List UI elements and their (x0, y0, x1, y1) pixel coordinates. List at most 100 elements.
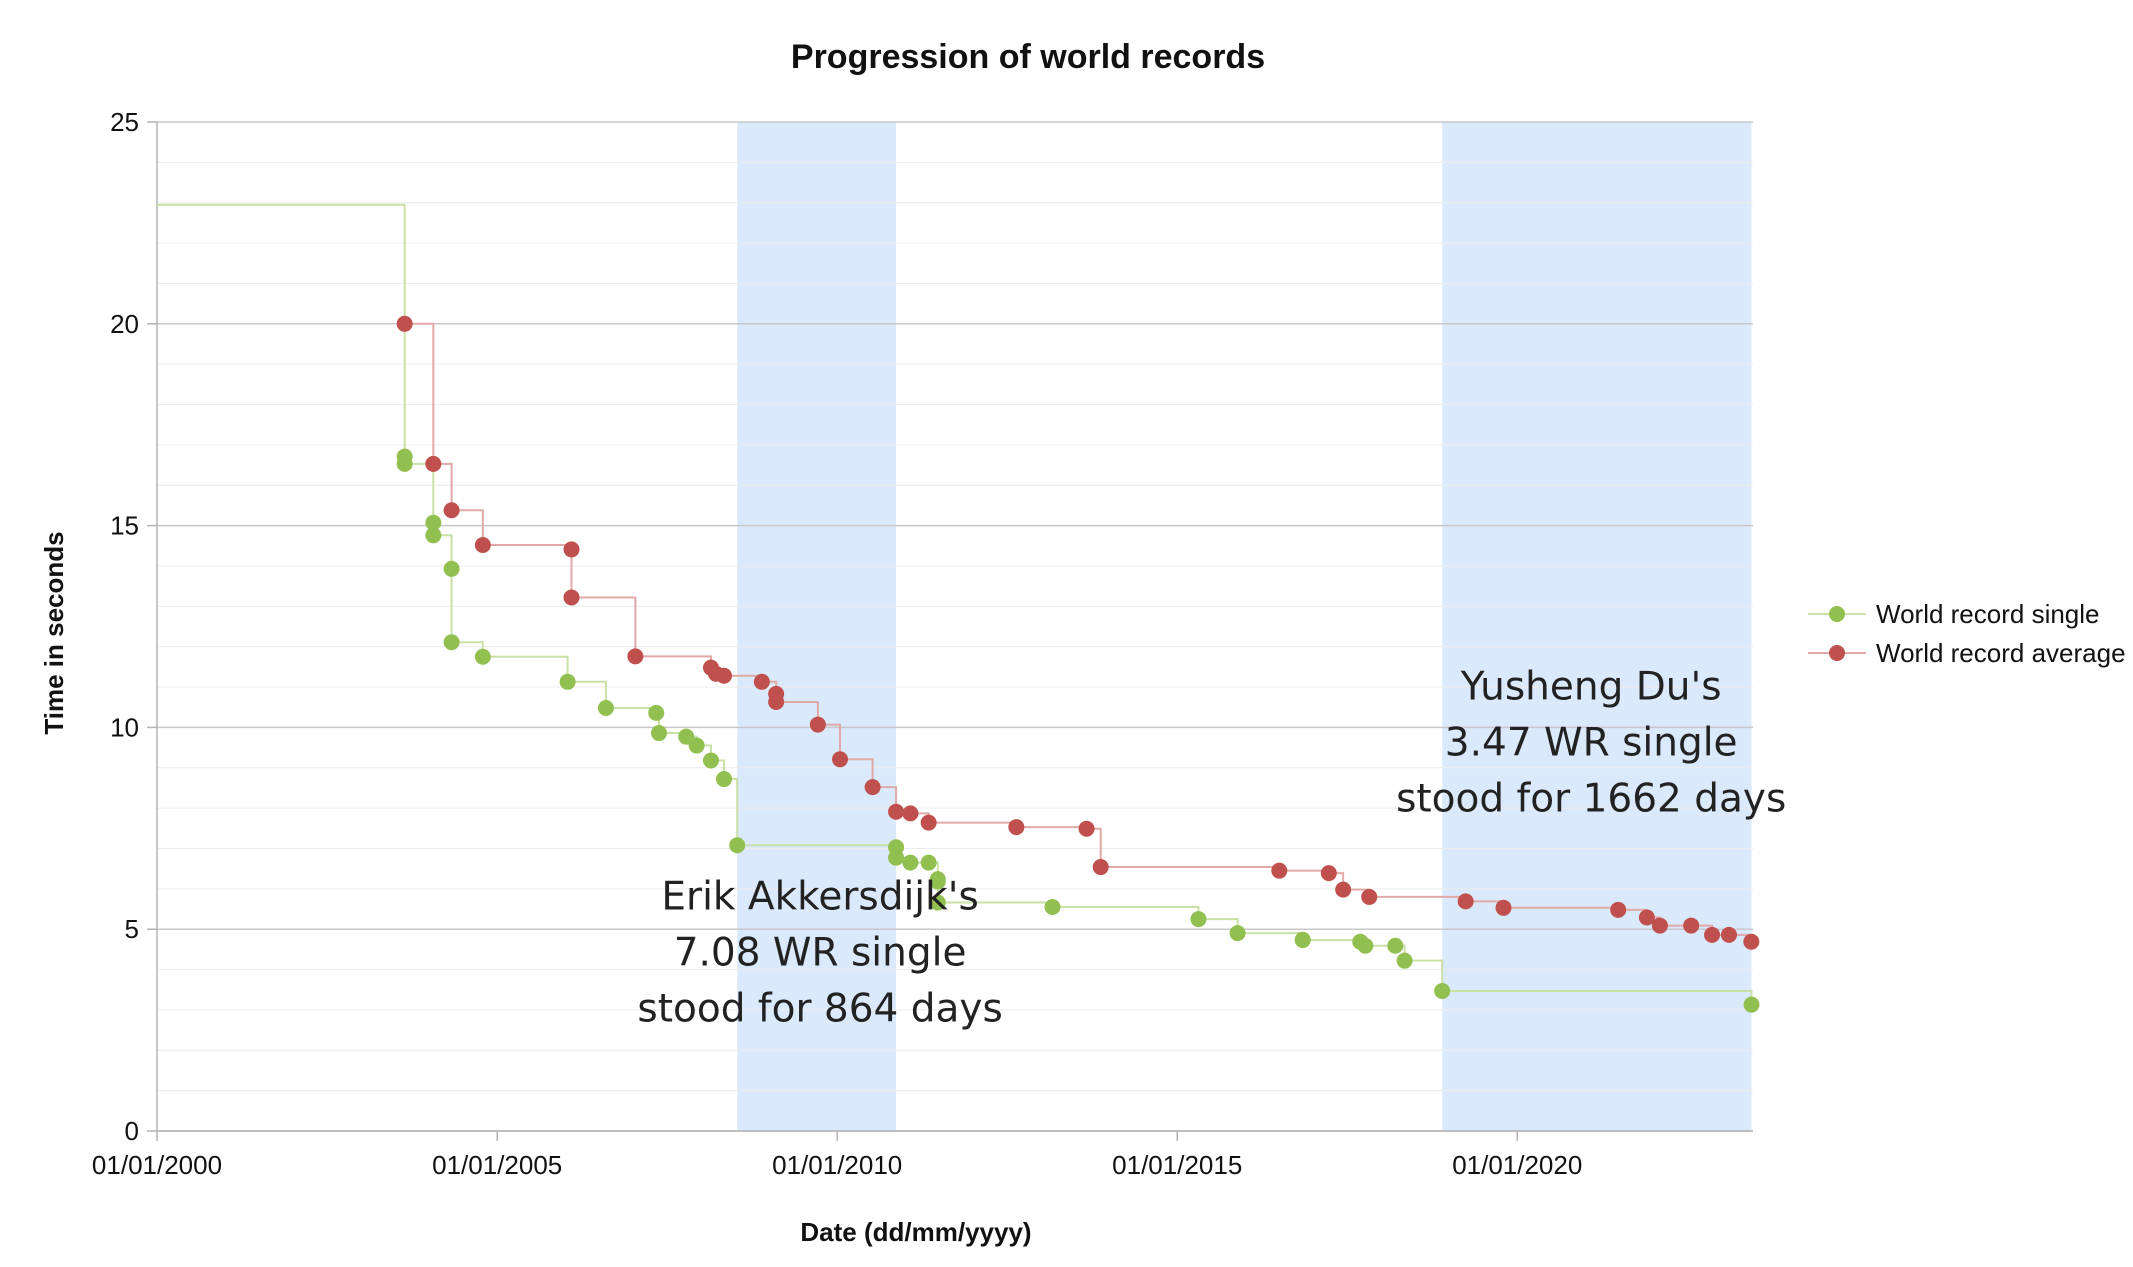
legend-swatch-marker-single (1829, 606, 1845, 622)
series-2-point (563, 589, 580, 606)
y-tick-label: 20 (110, 309, 139, 339)
series-2-point (563, 541, 580, 558)
series-2-point (920, 814, 937, 831)
series-1-point (425, 514, 442, 531)
series-2-point (902, 805, 919, 822)
annotation-2-line: stood for 1662 days (1396, 777, 1786, 822)
series-2-point (1720, 926, 1737, 943)
x-axis-title: Date (dd/mm/yyyy) (800, 1217, 1031, 1247)
series-1-point (443, 634, 460, 651)
series-2-point (443, 502, 460, 519)
series-1-point (702, 752, 719, 769)
series-2-point (396, 315, 413, 332)
y-tick-label: 25 (110, 107, 139, 137)
y-tick-label: 0 (125, 1116, 139, 1146)
series-points (396, 315, 1760, 1013)
y-tick-label: 15 (110, 511, 139, 541)
series-2-point (1271, 862, 1288, 879)
series-2-point (864, 779, 881, 796)
series-1-point (929, 873, 946, 890)
legend-item-single: World record single (1808, 599, 2100, 629)
series-1-point (1434, 982, 1451, 999)
legend-label-single: World record single (1876, 599, 2100, 629)
shaded-region-1 (737, 122, 897, 1131)
series-1-point (888, 849, 905, 866)
series-2-point (1610, 901, 1627, 918)
annotations: Erik Akkersdijk's 7.08 WR single stood for… (637, 665, 1786, 1032)
axes (147, 121, 1753, 1141)
annotation-2: Yusheng Du's 3.47 WR single stood for 1662… (1396, 665, 1786, 822)
series-2-point (1335, 881, 1352, 898)
shaded-region-2 (1442, 122, 1752, 1131)
legend-item-average: World record average (1808, 638, 2126, 668)
x-tick-label: 01/01/2000 (92, 1150, 222, 1180)
series-1-point (1294, 932, 1311, 949)
legend-swatch-marker-average (1829, 645, 1845, 661)
annotation-1: Erik Akkersdijk's 7.08 WR single stood for… (637, 875, 1002, 1032)
series-1-point (1190, 911, 1207, 928)
series-2-point (1638, 909, 1655, 926)
tick-labels: 0 5 10 15 20 25 01/01/2000 01/01/2005 01/01/2010… (92, 107, 1582, 1180)
chart-title: Progression of world records (791, 38, 1265, 76)
annotation-1-line: 7.08 WR single (674, 931, 967, 976)
x-tick-label: 01/01/2015 (1112, 1150, 1242, 1180)
x-tick-label: 01/01/2010 (772, 1150, 902, 1180)
series-1-point (678, 728, 695, 745)
series-1-point (443, 560, 460, 577)
series-2-point (1683, 917, 1700, 934)
series-2-point (1361, 888, 1378, 905)
series-1-point (1229, 925, 1246, 942)
series-1-point (425, 527, 442, 544)
series-2-point (753, 673, 770, 690)
series-1-point (651, 725, 668, 742)
series-1-point (1387, 937, 1404, 954)
series-1-point (474, 648, 491, 665)
series-2-point (716, 667, 733, 684)
series-2-point (627, 648, 644, 665)
series-1-point (688, 737, 705, 754)
series-2-point (1704, 926, 1721, 943)
series-2-point (1078, 820, 1095, 837)
series-1-point (929, 894, 946, 911)
series-2-point (425, 455, 442, 472)
series-1-point (396, 455, 413, 472)
legend-label-average: World record average (1876, 638, 2126, 668)
x-tick-label: 01/01/2005 (432, 1150, 562, 1180)
series-2-point (1743, 933, 1760, 950)
series-2-point (888, 803, 905, 820)
series-2-point (1320, 865, 1337, 882)
annotation-2-line: Yusheng Du's (1460, 665, 1722, 710)
y-axis-title: Time in seconds (39, 531, 69, 734)
series-1-point (1396, 952, 1413, 969)
series-2-point (1092, 859, 1109, 876)
series-2-point (1008, 819, 1025, 836)
series-1-point (648, 704, 665, 721)
series-2-point (1651, 917, 1668, 934)
y-tick-label: 5 (125, 914, 139, 944)
x-tick-label: 01/01/2020 (1452, 1150, 1582, 1180)
series-1-point (1044, 899, 1061, 916)
series-1-point (1743, 996, 1760, 1013)
series-1-point (597, 700, 614, 717)
series-2-point (809, 716, 826, 733)
annotation-1-line: Erik Akkersdijk's (661, 875, 978, 920)
y-tick-label: 10 (110, 712, 139, 742)
grid (157, 121, 1753, 1132)
series-2-point (832, 751, 849, 768)
series-1-point (1357, 937, 1374, 954)
series-2-point (1495, 899, 1512, 916)
series-1-point (920, 854, 937, 871)
annotation-1-line: stood for 864 days (637, 987, 1002, 1032)
series-1-point (716, 771, 733, 788)
series-2-point (474, 536, 491, 553)
series-1-point (729, 837, 746, 854)
series-1-point (902, 854, 919, 871)
annotation-2-line: 3.47 WR single (1445, 721, 1738, 766)
shaded-regions (737, 122, 1752, 1131)
series-1-point (559, 673, 576, 690)
series-2-point (768, 693, 785, 710)
series-2-point (1457, 893, 1474, 910)
legend: World record single World record average (1808, 599, 2126, 668)
